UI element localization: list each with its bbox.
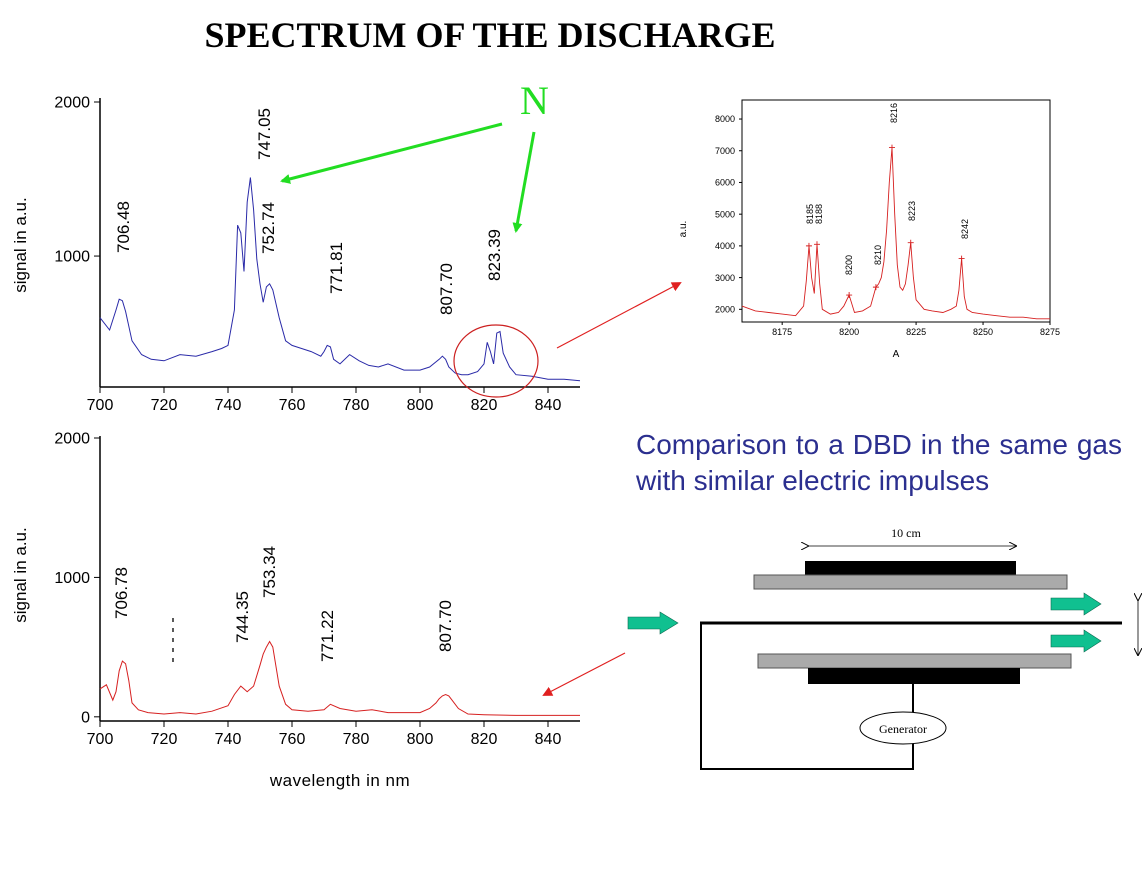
- flow-arrow-outlet-upper: [1050, 592, 1102, 616]
- slide-title: SPECTRUM OF THE DISCHARGE: [204, 15, 776, 55]
- y-tick-label: 7000: [715, 146, 735, 156]
- generator-oval: [859, 711, 947, 745]
- top-peak-label-807: 807.70: [437, 263, 456, 315]
- x-tick-label: 820: [471, 731, 498, 748]
- top-peak-label-747: 747.05: [255, 108, 274, 160]
- inset-y-axis-label: a.u.: [678, 221, 689, 238]
- inset-spectrum-chart: 8175 8200 8225 8250 8275 2000 3000 4000 5000 600…: [678, 99, 1060, 360]
- bottom-peak-label-807: 807.70: [436, 600, 455, 652]
- y-tick-label: 1000: [54, 570, 90, 587]
- y-tick-label: 5000: [715, 209, 735, 219]
- y-tick-label: 8000: [715, 114, 735, 124]
- x-tick-label: 740: [215, 731, 242, 748]
- flow-arrow-inlet: [627, 611, 679, 635]
- top-spectrum-chart: 700 720 740 760 780 800 820 840 1000 2000 signal…: [11, 95, 581, 414]
- generator-label: Generator: [879, 722, 927, 736]
- top-peak-label-752: 752.74: [259, 202, 278, 254]
- x-tick-label: 720: [151, 397, 178, 414]
- bottom-peak-label-706: 706.78: [112, 567, 131, 619]
- red-arrow-to-bottom-chart: [542, 652, 626, 696]
- bottom-peak-label-744: 744.35: [233, 591, 252, 643]
- x-tick-label: 840: [535, 397, 562, 414]
- x-tick-label: 8250: [973, 327, 993, 337]
- y-tick-label: 2000: [715, 304, 735, 314]
- x-tick-label: 740: [215, 397, 242, 414]
- inset-x-ticks: 8175 8200 8225 8250 8275: [772, 322, 1060, 337]
- top-y-ticks: 1000 2000: [54, 95, 100, 266]
- x-tick-label: 700: [87, 731, 114, 748]
- x-tick-label: 760: [279, 397, 306, 414]
- flow-arrow-outlet-lower: [1050, 629, 1102, 653]
- n-label: N: [520, 78, 549, 123]
- top-peak-label-771: 771.81: [327, 242, 346, 294]
- x-tick-label: 8175: [772, 327, 792, 337]
- x-tick-label: 840: [535, 731, 562, 748]
- y-tick-label: 6000: [715, 178, 735, 188]
- top-x-ticks: 700 720 740 760 780 800 820 840: [87, 387, 562, 414]
- bottom-y-axis-label: signal in a.u.: [11, 527, 30, 622]
- green-arrow-to-823: [512, 131, 536, 233]
- x-tick-label: 780: [343, 731, 370, 748]
- inset-x-axis-label: A: [893, 349, 900, 360]
- inset-peak-label-8188: 8188: [814, 204, 824, 224]
- bottom-spectrum-chart: 700 720 740 760 780 800 820 840 0 1000 2000 signa…: [11, 431, 580, 790]
- x-tick-label: 8275: [1040, 327, 1060, 337]
- bottom-series-line: [99, 640, 580, 716]
- top-series-line: [99, 177, 581, 382]
- x-tick-label: 720: [151, 731, 178, 748]
- x-tick-label: 800: [407, 731, 434, 748]
- dimension-label: 10 cm: [891, 526, 921, 540]
- dbd-diagram: 10 cm Generator: [627, 526, 1138, 770]
- x-tick-label: 700: [87, 397, 114, 414]
- bottom-electrode: [808, 668, 1020, 684]
- bottom-x-axis-label: wavelength in nm: [269, 771, 410, 790]
- top-peak-label-823: 823.39: [485, 229, 504, 281]
- green-arrow-to-747: [280, 122, 503, 184]
- x-tick-label: 8200: [839, 327, 859, 337]
- top-peak-label-706: 706.48: [114, 201, 133, 253]
- top-y-axis-label: signal in a.u.: [11, 197, 30, 292]
- y-tick-label: 2000: [54, 95, 90, 112]
- inset-peak-label-8210: 8210: [873, 245, 883, 265]
- x-tick-label: 760: [279, 731, 306, 748]
- inset-peak-label-8185: 8185: [805, 204, 815, 224]
- red-arrow-to-inset: [556, 282, 682, 349]
- inset-frame: [741, 99, 1051, 323]
- x-tick-label: 800: [407, 397, 434, 414]
- inset-peak-label-8200: 8200: [844, 255, 854, 275]
- inset-peak-label-8223: 8223: [907, 201, 917, 221]
- top-electrode: [805, 561, 1016, 577]
- y-tick-label: 3000: [715, 273, 735, 283]
- x-tick-label: 820: [471, 397, 498, 414]
- highlight-circle: [453, 324, 539, 398]
- y-tick-label: 1000: [54, 249, 90, 266]
- inset-y-ticks: 2000 3000 4000 5000 6000 7000 8000: [715, 114, 965, 314]
- y-tick-label: 4000: [715, 241, 735, 251]
- inset-peak-label-8216: 8216: [889, 103, 899, 123]
- x-tick-label: 8225: [906, 327, 926, 337]
- bottom-peak-label-771: 771.22: [318, 610, 337, 662]
- bottom-x-ticks: 700 720 740 760 780 800 820 840: [87, 721, 562, 748]
- bottom-peak-label-753: 753.34: [260, 546, 279, 598]
- y-tick-label: 2000: [54, 431, 90, 448]
- inset-peak-label-8242: 8242: [960, 219, 970, 239]
- top-dielectric: [753, 574, 1068, 590]
- comparison-text: Comparison to a DBD in the same gas with…: [636, 429, 1122, 496]
- y-tick-label: 0: [81, 709, 90, 726]
- bottom-dielectric: [757, 653, 1072, 669]
- inset-series-line: [741, 147, 1050, 320]
- x-tick-label: 780: [343, 397, 370, 414]
- bottom-y-ticks: 0 1000 2000: [54, 431, 100, 726]
